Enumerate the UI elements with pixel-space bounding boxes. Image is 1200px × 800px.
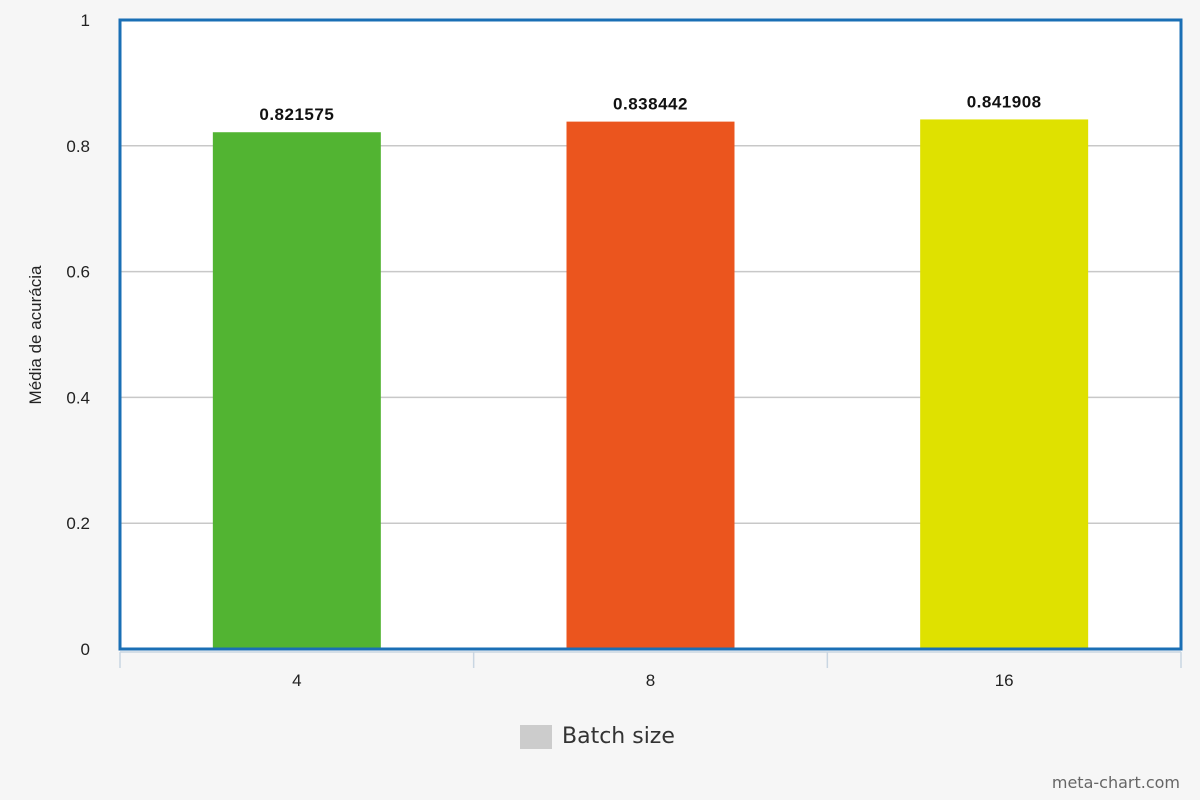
y-tick-label: 0	[81, 640, 90, 659]
x-axis: 4 8 16	[119, 651, 1182, 690]
y-axis: 0 0.2 0.4 0.6 0.8 1	[66, 11, 90, 659]
plot-frame	[118, 18, 1183, 651]
watermark: meta-chart.com	[1051, 773, 1180, 792]
bar-16	[920, 119, 1089, 649]
bar-4	[212, 132, 381, 650]
x-tick-label: 4	[292, 671, 301, 690]
y-axis-title: Média de acurácia	[26, 265, 45, 404]
legend-swatch	[520, 724, 552, 749]
y-tick-label: 0.4	[66, 388, 90, 407]
y-tick-label: 0.6	[66, 263, 90, 282]
bar-value-label: 0.838442	[613, 95, 688, 114]
bar-value-label: 0.841908	[967, 92, 1042, 111]
bars	[212, 119, 1089, 650]
bar-8	[566, 121, 735, 649]
y-tick-label: 0.8	[66, 137, 90, 156]
y-tick-label: 0.2	[66, 514, 90, 533]
y-tick-label: 1	[81, 11, 90, 30]
legend: Batch size	[520, 724, 675, 749]
x-tick-label: 8	[646, 671, 655, 690]
x-tick-label: 16	[995, 671, 1014, 690]
legend-label: Batch size	[562, 724, 675, 749]
value-labels: 0.821575 0.838442 0.841908	[259, 92, 1041, 124]
bar-value-label: 0.821575	[259, 105, 334, 124]
